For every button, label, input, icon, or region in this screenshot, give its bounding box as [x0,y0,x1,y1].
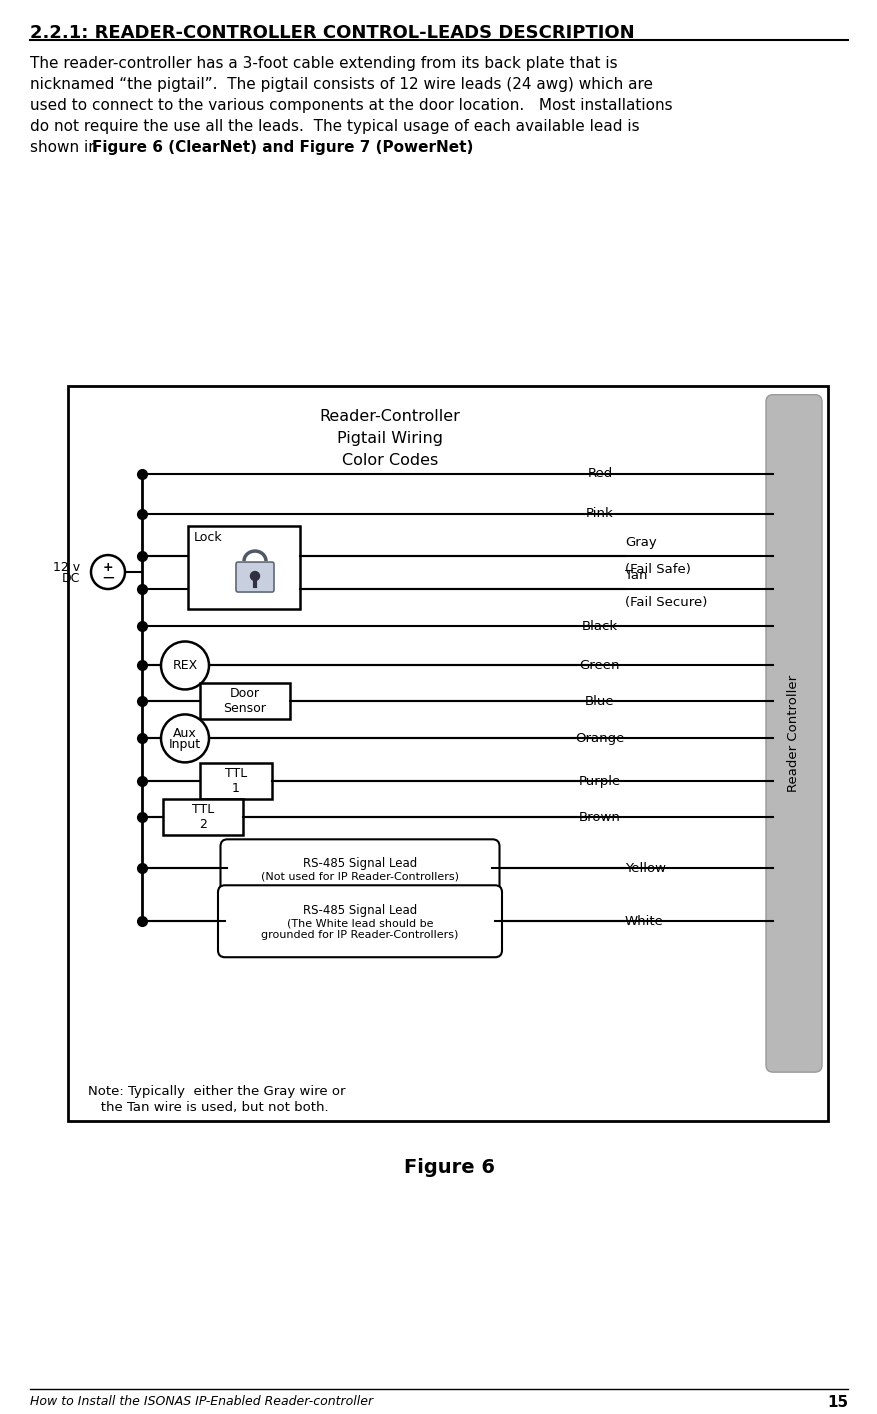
Text: Reader Controller: Reader Controller [787,674,800,792]
FancyBboxPatch shape [765,395,821,1072]
Text: REX: REX [172,659,197,672]
Text: (Not used for IP Reader-Controllers): (Not used for IP Reader-Controllers) [260,871,459,881]
Text: (Fail Secure): (Fail Secure) [624,595,707,608]
Text: Figure 6: Figure 6 [404,1158,495,1176]
Text: Green: Green [579,659,619,672]
Text: Figure 6 (ClearNet) and Figure 7 (PowerNet): Figure 6 (ClearNet) and Figure 7 (PowerN… [92,140,473,156]
Text: used to connect to the various components at the door location.   Most installat: used to connect to the various component… [30,98,672,113]
Text: grounded for IP Reader-Controllers): grounded for IP Reader-Controllers) [261,930,458,940]
Bar [200,764,272,799]
Text: Orange: Orange [574,732,624,745]
Text: −: − [101,568,115,587]
Text: Black: Black [581,619,617,633]
Text: Blue: Blue [585,694,614,708]
FancyBboxPatch shape [217,885,502,957]
Circle shape [160,642,209,690]
Text: TTL
1: TTL 1 [225,768,246,795]
Text: 15: 15 [826,1394,847,1410]
Circle shape [250,571,260,581]
Circle shape [160,714,209,762]
Text: do not require the use all the leads.  The typical usage of each available lead : do not require the use all the leads. Th… [30,119,639,134]
Text: Brown: Brown [579,810,620,824]
Text: Pigtail Wiring: Pigtail Wiring [337,431,443,445]
Text: Red: Red [587,467,612,481]
Text: nicknamed “the pigtail”.  The pigtail consists of 12 wire leads (24 awg) which a: nicknamed “the pigtail”. The pigtail con… [30,76,652,92]
Text: 2.2.1: READER-CONTROLLER CONTROL-LEADS DESCRIPTION: 2.2.1: READER-CONTROLLER CONTROL-LEADS D… [30,24,634,42]
Text: DC: DC [61,571,80,584]
Text: (The White lead should be: (The White lead should be [287,918,432,928]
FancyBboxPatch shape [220,840,499,898]
Bar [68,386,827,1121]
Bar [163,799,243,836]
Bar [200,683,289,720]
Text: The reader-controller has a 3-foot cable extending from its back plate that is: The reader-controller has a 3-foot cable… [30,57,617,71]
Text: How to Install the ISONAS IP-Enabled Reader-controller: How to Install the ISONAS IP-Enabled Rea… [30,1394,373,1408]
Text: Purple: Purple [578,775,620,788]
Text: Note: Typically  either the Gray wire or: Note: Typically either the Gray wire or [88,1085,346,1099]
Text: Yellow: Yellow [624,861,666,875]
Text: (Fail Safe): (Fail Safe) [624,563,690,575]
Text: .: . [466,140,470,156]
Text: Tan: Tan [624,568,646,581]
Text: shown in: shown in [30,140,103,156]
Text: Input: Input [168,738,201,751]
Bar [188,526,300,608]
Text: +: + [103,560,113,574]
Text: Pink: Pink [586,508,613,520]
Text: Reader-Controller: Reader-Controller [319,409,460,424]
Text: Gray: Gray [624,536,656,549]
Text: the Tan wire is used, but not both.: the Tan wire is used, but not both. [88,1102,328,1114]
Text: Aux: Aux [173,727,196,740]
Text: RS-485 Signal Lead: RS-485 Signal Lead [303,857,417,870]
Text: White: White [624,915,663,928]
Text: Door
Sensor: Door Sensor [224,687,266,715]
Text: TTL
2: TTL 2 [192,803,214,831]
Text: RS-485 Signal Lead: RS-485 Signal Lead [303,904,417,916]
Text: Lock: Lock [194,530,223,543]
Text: Color Codes: Color Codes [341,452,438,468]
FancyBboxPatch shape [236,561,274,592]
Text: 12 v: 12 v [53,560,80,574]
